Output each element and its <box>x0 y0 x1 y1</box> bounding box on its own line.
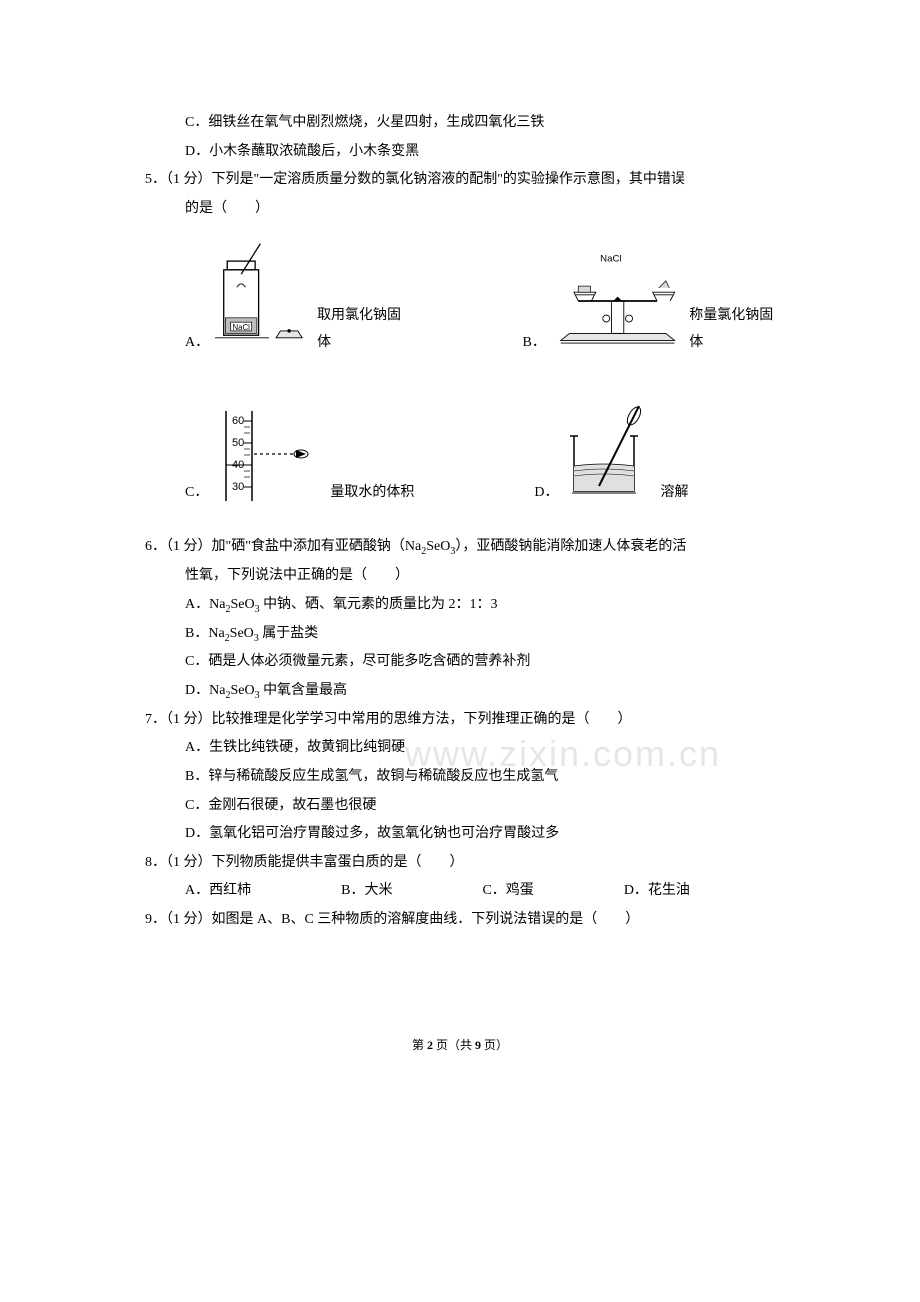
q6-stem-line2: 性氧，下列说法中正确的是（ ） <box>145 563 775 590</box>
q5-option-a-block: A． NaCl 取用氯化钠固体 <box>185 236 403 356</box>
q5-a-prefix: A． <box>185 330 209 357</box>
q7-option-d: D．氢氧化铝可治疗胃酸过多，故氢氧化钠也可治疗胃酸过多 <box>145 821 775 848</box>
q7-option-a: A．生铁比纯铁硬，故黄铜比纯铜硬 <box>145 735 775 762</box>
svg-text:NaCl: NaCl <box>600 254 621 265</box>
q5-b-prefix: B． <box>523 330 546 357</box>
q7-option-b: B．锌与稀硫酸反应生成氢气，故铜与稀硫酸反应也生成氢气 <box>145 764 775 791</box>
q8-option-a: A．西红柿 <box>185 878 251 905</box>
q7-stem: 7．（1 分）比较推理是化学学习中常用的思维方法，下列推理正确的是（ ） <box>145 707 775 734</box>
q6-b-pre: B．Na <box>185 626 225 641</box>
q5-image-b-icon: NaCl <box>552 246 683 356</box>
q8-option-b: B．大米 <box>341 878 392 905</box>
q5-row-cd: C． 60 50 40 30 <box>145 396 775 506</box>
q4-option-c: C．细铁丝在氧气中剧烈燃烧，火星四射，生成四氧化三铁 <box>145 110 775 137</box>
q5-b-caption: 称量氯化钠固体 <box>689 303 775 356</box>
q5-image-a-icon: NaCl <box>215 236 311 356</box>
q4-option-d: D．小木条蘸取浓硫酸后，小木条变黑 <box>145 139 775 166</box>
footer-pre: 第 <box>412 1038 427 1052</box>
q8-option-d: D．花生油 <box>624 878 690 905</box>
svg-text:50: 50 <box>232 437 244 449</box>
q5-c-caption: 量取水的体积 <box>330 480 414 507</box>
footer-post: 页） <box>481 1038 508 1052</box>
q6-d-end: 中氧含量最高 <box>260 683 348 698</box>
q5-stem-line1: 5．（1 分）下列是"一定溶质质量分数的氯化钠溶液的配制"的实验操作示意图，其中… <box>145 167 775 194</box>
q6-option-a: A．Na2SeO3 中钠、硒、氧元素的质量比为 2：1：3 <box>145 592 775 619</box>
q5-image-d-icon <box>564 396 654 506</box>
q8-options-row: A．西红柿 B．大米 C．鸡蛋 D．花生油 <box>145 878 775 905</box>
q6-a-end: 中钠、硒、氧元素的质量比为 2：1：3 <box>260 597 498 612</box>
q6-d-pre: D．Na <box>185 683 225 698</box>
q6-d-mid: SeO <box>230 683 254 698</box>
q6-b-end: 属于盐类 <box>259 626 319 641</box>
q5-option-d-block: D． 溶解 <box>534 396 688 506</box>
footer-mid: 页（共 <box>433 1038 475 1052</box>
q6-option-b: B．Na2SeO3 属于盐类 <box>145 621 775 648</box>
q6-option-c: C．硒是人体必须微量元素，尽可能多吃含硒的营养补剂 <box>145 649 775 676</box>
q6-b-mid: SeO <box>230 626 254 641</box>
q6-option-d: D．Na2SeO3 中氧含量最高 <box>145 678 775 705</box>
q6-a-pre: A．Na <box>185 597 225 612</box>
q5-image-c-icon: 60 50 40 30 <box>214 406 324 506</box>
q5-option-b-block: B． NaCl 称量氯化钠固体 <box>523 246 775 356</box>
q8-option-c: C．鸡蛋 <box>482 878 533 905</box>
q6-stem-end: ），亚硒酸钠能消除加速人体衰老的活 <box>455 539 686 554</box>
q5-a-caption: 取用氯化钠固体 <box>317 303 402 356</box>
q6-a-mid: SeO <box>230 597 254 612</box>
q9-stem: 9．（1 分）如图是 A、B、C 三种物质的溶解度曲线．下列说法错误的是（ ） <box>145 907 775 934</box>
svg-text:30: 30 <box>232 481 244 493</box>
page-footer: 第 2 页（共 9 页） <box>145 1034 775 1057</box>
q6-stem-line1: 6．（1 分）加"硒"食盐中添加有亚硒酸钠（Na2SeO3），亚硒酸钠能消除加速… <box>145 534 775 561</box>
q5-option-c-block: C． 60 50 40 30 <box>185 406 414 506</box>
q7-option-c: C．金刚石很硬，故石墨也很硬 <box>145 793 775 820</box>
q6-stem-part1: 6．（1 分）加"硒"食盐中添加有亚硒酸钠（Na <box>145 539 421 554</box>
q5-stem-line2: 的是（ ） <box>145 196 775 223</box>
svg-text:NaCl: NaCl <box>233 323 251 332</box>
q5-d-caption: 溶解 <box>660 480 688 507</box>
q5-c-prefix: C． <box>185 480 208 507</box>
q5-row-ab: A． NaCl 取用氯化钠固体 B． NaCl <box>145 236 775 356</box>
q6-stem-mid: SeO <box>426 539 450 554</box>
svg-text:60: 60 <box>232 415 244 427</box>
q5-d-prefix: D． <box>534 480 558 507</box>
q8-stem: 8．（1 分）下列物质能提供丰富蛋白质的是（ ） <box>145 850 775 877</box>
